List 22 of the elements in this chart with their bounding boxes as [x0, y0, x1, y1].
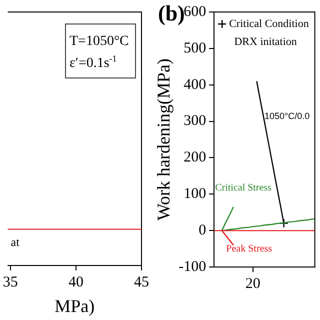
annotation: 1050°C/0.0 — [264, 111, 310, 122]
y-tick-label: 0 — [198, 222, 206, 239]
x-tick-label: 45 — [134, 274, 149, 290]
y-tick-label: 100 — [184, 186, 206, 202]
y-tick-label: 600 — [184, 4, 206, 20]
y-tick-label: 200 — [184, 150, 206, 166]
annotation: Critical Stress — [215, 182, 272, 194]
annotation: Peak Stress — [226, 244, 272, 255]
chart-title: (b) — [158, 0, 185, 26]
y-tick-label: 300 — [184, 113, 206, 130]
x-tick-label: 20 — [245, 276, 260, 292]
x-tick-label: 35 — [2, 274, 18, 290]
annotation: DRX initation — [234, 36, 298, 48]
y-axis-title: Work hardening(MPa) — [154, 58, 174, 221]
y-tick-label: 500 — [184, 40, 206, 56]
y-tick-label: 400 — [184, 76, 206, 93]
x-tick-label: 40 — [68, 274, 84, 290]
y-tick-label: -100 — [178, 258, 206, 275]
x-axis-title: MPa) — [54, 296, 95, 316]
annotation: T=1050°C — [70, 34, 129, 49]
legend-label: Critical Condition — [229, 18, 310, 30]
annotation: at — [10, 235, 20, 250]
